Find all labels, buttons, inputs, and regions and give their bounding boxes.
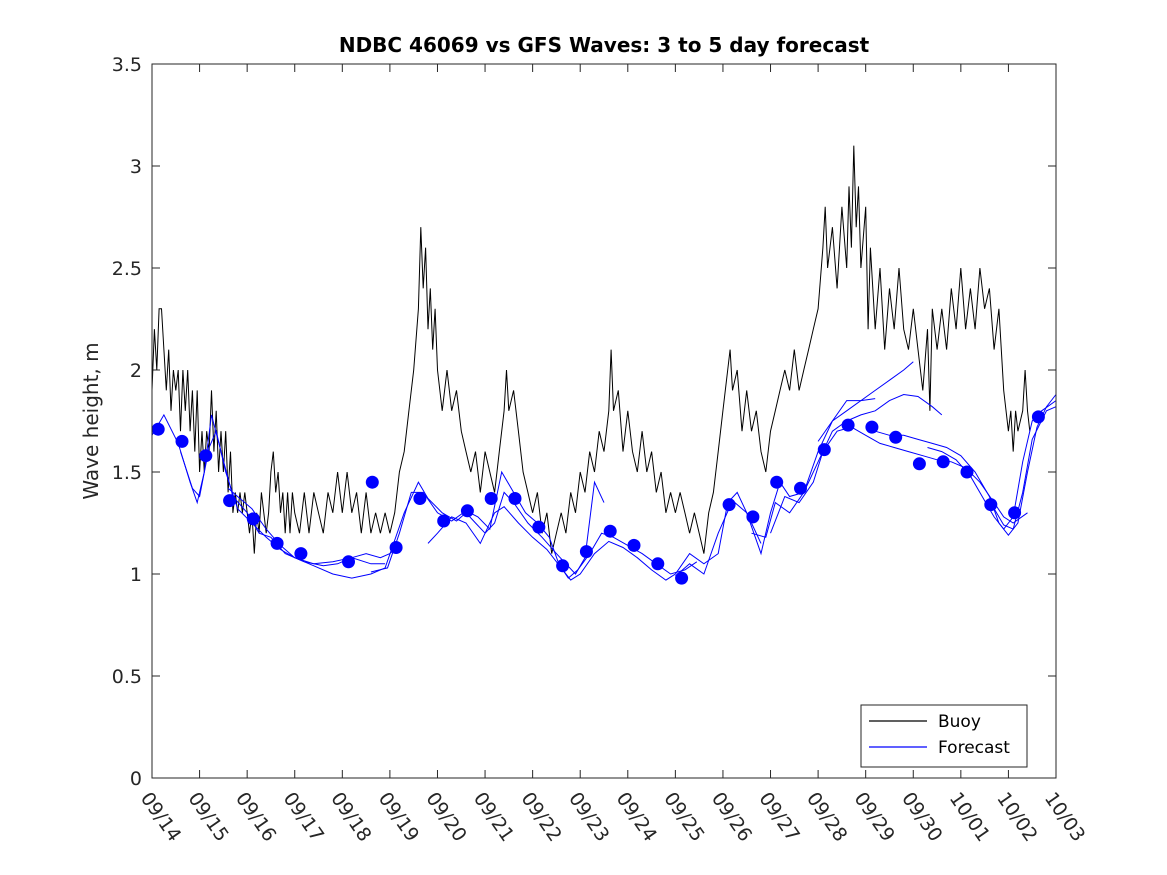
forecast-marker (342, 555, 355, 569)
y-tick-label: 2 (130, 360, 142, 382)
forecast-marker (746, 510, 760, 524)
y-tick-label: 1 (130, 564, 142, 586)
forecast-marker (413, 492, 427, 505)
forecast-line (227, 480, 605, 579)
forecast-marker (223, 494, 237, 508)
y-tick-label: 3.5 (112, 54, 142, 76)
forecast-marker (389, 541, 403, 554)
y-tick-label: 3 (130, 156, 142, 178)
forecast-marker (270, 536, 284, 550)
forecast-marker (175, 434, 189, 448)
forecast-marker (579, 545, 593, 559)
y-axis-label: Wave height, m (79, 342, 103, 499)
forecast-marker (912, 457, 926, 471)
forecast-marker (627, 538, 641, 552)
forecast-marker (889, 430, 903, 444)
legend-buoy-label: Buoy (938, 712, 981, 732)
forecast-marker (960, 465, 974, 479)
forecast-marker (770, 475, 784, 489)
forecast-marker (199, 449, 213, 463)
y-tick-label: 2.5 (112, 258, 142, 280)
forecast-marker (675, 571, 689, 585)
forecast-marker (936, 455, 950, 469)
axis-ticks (151, 63, 1057, 779)
forecast-marker (460, 504, 474, 518)
legend-forecast-label: Forecast (938, 738, 1010, 758)
forecast-marker (651, 557, 665, 571)
forecast-marker (794, 481, 807, 495)
forecast-marker (151, 422, 165, 436)
forecast-marker (865, 420, 879, 434)
forecast-marker (508, 492, 522, 505)
plot-area (152, 64, 1056, 778)
forecast-line (988, 406, 1057, 530)
forecast-marker (1008, 506, 1022, 520)
forecast-marker (556, 559, 570, 573)
forecast-marker (532, 520, 546, 534)
y-tick-label: 0 (130, 768, 142, 790)
chart-title: NDBC 46069 vs GFS Waves: 3 to 5 day fore… (339, 33, 870, 57)
forecast-markers (151, 410, 1045, 585)
legend: Buoy Forecast (860, 704, 1028, 768)
buoy-series (151, 145, 1031, 554)
buoy-line (151, 145, 1031, 554)
forecast-marker (841, 418, 855, 432)
forecast-line (817, 398, 876, 442)
forecast-marker (722, 498, 736, 512)
forecast-marker (484, 492, 498, 505)
forecast-series (151, 361, 1057, 581)
forecast-marker (984, 498, 998, 512)
y-tick-labels: 0 0.5 1 1.5 2 2.5 3 3.5 (112, 54, 142, 790)
forecast-marker (1031, 410, 1045, 424)
forecast-marker (817, 443, 831, 457)
forecast-line (427, 491, 762, 581)
axes-box (151, 63, 1057, 779)
forecast-marker (603, 524, 617, 538)
forecast-marker (365, 475, 379, 489)
y-tick-label: 0.5 (112, 666, 142, 688)
forecast-line (875, 394, 1057, 537)
forecast-marker (437, 514, 451, 528)
legend-box (860, 704, 1028, 768)
forecast-marker (294, 547, 308, 561)
forecast-marker (246, 512, 260, 526)
y-tick-label: 1.5 (112, 462, 142, 484)
